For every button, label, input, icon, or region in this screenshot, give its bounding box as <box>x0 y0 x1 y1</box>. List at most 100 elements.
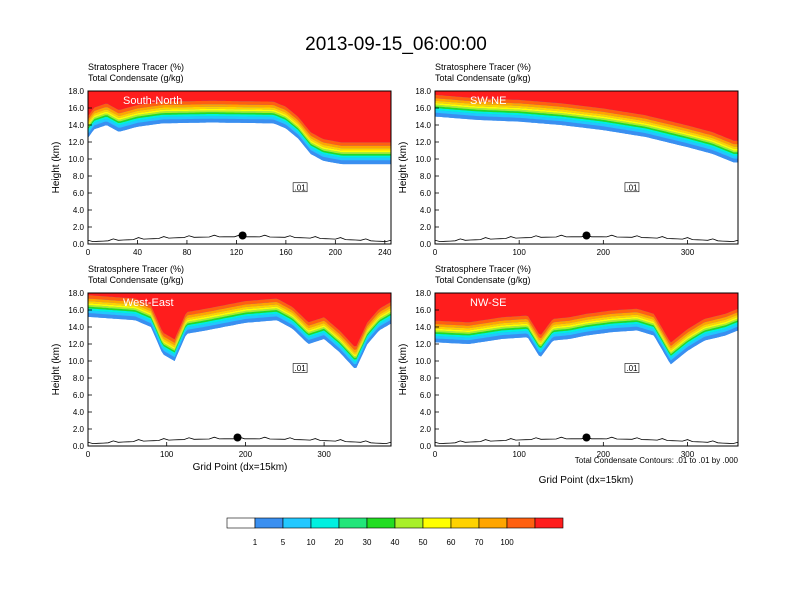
colorbar-swatch <box>394 517 424 529</box>
x-tick-label: 300 <box>681 450 695 459</box>
tracer-band-max <box>88 91 391 143</box>
colorbar-swatch <box>366 517 396 529</box>
x-tick-label: 80 <box>182 248 191 257</box>
header-line1: Stratosphere Tracer (%) <box>435 62 531 72</box>
x-tick-label: 100 <box>512 450 526 459</box>
x-tick-label: 40 <box>133 248 142 257</box>
colorbar-label: 40 <box>391 538 400 547</box>
colorbar-label: 10 <box>307 538 316 547</box>
x-axis-title-right: Grid Point (dx=15km) <box>539 475 634 486</box>
colorbar: 1 5 10 20 30 40 50 60 70 100 <box>226 517 564 547</box>
y-axis-title: Height (km) <box>51 344 62 396</box>
x-tick-label: 200 <box>239 450 253 459</box>
y-tick-label: 6.0 <box>73 391 85 400</box>
y-tick-label: 8.0 <box>420 172 432 181</box>
y-tick-label: 2.0 <box>420 425 432 434</box>
y-tick-label: 16.0 <box>415 306 431 315</box>
colorbar-label: 50 <box>419 538 428 547</box>
y-tick-label: 16.0 <box>68 104 84 113</box>
y-tick-label: 4.0 <box>420 206 432 215</box>
y-tick-label: 6.0 <box>73 189 85 198</box>
panel-title: South-North <box>123 95 182 107</box>
y-tick-label: 12.0 <box>68 340 84 349</box>
y-tick-label: 4.0 <box>420 408 432 417</box>
location-marker <box>582 433 591 442</box>
y-tick-label: 10.0 <box>68 155 84 164</box>
x-tick-label: 0 <box>433 248 438 257</box>
colorbar-swatch <box>478 517 508 529</box>
tracer-band <box>435 312 738 349</box>
x-axis-title-left: Grid Point (dx=15km) <box>193 462 288 473</box>
contour-label-box <box>292 363 308 373</box>
colorbar-label: 1 <box>253 538 258 547</box>
y-tick-label: 8.0 <box>420 374 432 383</box>
contour-label-box <box>624 182 640 193</box>
y-tick-label: 10.0 <box>415 357 431 366</box>
contour-label-box <box>624 363 640 373</box>
location-marker <box>238 231 247 240</box>
colorbar-swatch <box>506 517 536 529</box>
y-tick-label: 14.0 <box>415 323 431 332</box>
y-tick-label: 0.0 <box>420 240 432 249</box>
panel-title: West-East <box>123 297 174 309</box>
y-tick-label: 2.0 <box>73 223 85 232</box>
header-line1: Stratosphere Tracer (%) <box>435 264 531 274</box>
y-tick-label: 0.0 <box>73 240 85 249</box>
y-tick-label: 18.0 <box>415 289 431 298</box>
y-axis-title: Height (km) <box>51 142 62 194</box>
plot-frame <box>434 90 739 245</box>
y-tick-label: 14.0 <box>68 323 84 332</box>
tracer-band <box>435 314 738 351</box>
x-tick-label: 300 <box>317 450 331 459</box>
tracer-band-max <box>435 91 738 141</box>
x-tick-label: 100 <box>160 450 174 459</box>
colorbar-swatch <box>254 517 284 529</box>
x-tick-label: 300 <box>681 248 695 257</box>
tracer-band-max <box>435 293 738 343</box>
x-tick-label: 120 <box>230 248 244 257</box>
y-tick-label: 8.0 <box>73 172 85 181</box>
tracer-band <box>435 324 738 361</box>
panel-title: NW-SE <box>470 297 506 309</box>
colorbar-swatch <box>226 517 256 529</box>
tracer-band <box>435 316 738 353</box>
contour-label: .01 <box>626 364 638 373</box>
y-tick-label: 18.0 <box>415 87 431 96</box>
y-tick-label: 2.0 <box>420 223 432 232</box>
y-tick-label: 4.0 <box>73 206 85 215</box>
colorbar-swatch <box>310 517 340 529</box>
tracer-band <box>435 112 738 163</box>
x-tick-label: 0 <box>86 248 91 257</box>
tracer-band <box>435 94 738 145</box>
y-tick-label: 18.0 <box>68 87 84 96</box>
y-tick-label: 10.0 <box>415 155 431 164</box>
y-tick-label: 12.0 <box>68 138 84 147</box>
tracer-band <box>435 321 738 358</box>
header-line1: Stratosphere Tracer (%) <box>88 62 184 72</box>
x-tick-label: 0 <box>433 450 438 459</box>
panel-sw-ne: .01 SW-NE Stratosphere Tracer (%)Total Con… <box>398 62 739 257</box>
panel-nw-se: .01 NW-SE Stratosphere Tracer (%)Total Con… <box>398 264 739 459</box>
colorbar-swatch <box>422 517 452 529</box>
tracer-band <box>435 98 738 147</box>
contour-label: .01 <box>626 183 638 192</box>
y-tick-label: 10.0 <box>68 357 84 366</box>
stratosphere-tracer-field <box>435 91 738 243</box>
header-line2: Total Condensate (g/kg) <box>88 73 184 83</box>
y-axis-title: Height (km) <box>398 344 409 396</box>
stratosphere-tracer-field <box>88 91 391 243</box>
y-tick-label: 6.0 <box>420 189 432 198</box>
plot-frame <box>87 292 392 447</box>
tracer-band <box>88 301 391 355</box>
panel-west-east: .01 West-East Stratosphere Tracer (%)Total… <box>51 264 392 459</box>
panel-title: SW-NE <box>470 95 506 107</box>
plot-frame <box>434 292 739 447</box>
x-tick-label: 160 <box>279 248 293 257</box>
colorbar-label: 100 <box>500 538 514 547</box>
y-tick-label: 8.0 <box>73 374 85 383</box>
panel-south-north: .01 South-North Stratosphere Tracer (%)Tot… <box>51 62 392 257</box>
x-tick-label: 200 <box>597 450 611 459</box>
tracer-band <box>435 318 738 354</box>
y-tick-label: 14.0 <box>415 121 431 130</box>
